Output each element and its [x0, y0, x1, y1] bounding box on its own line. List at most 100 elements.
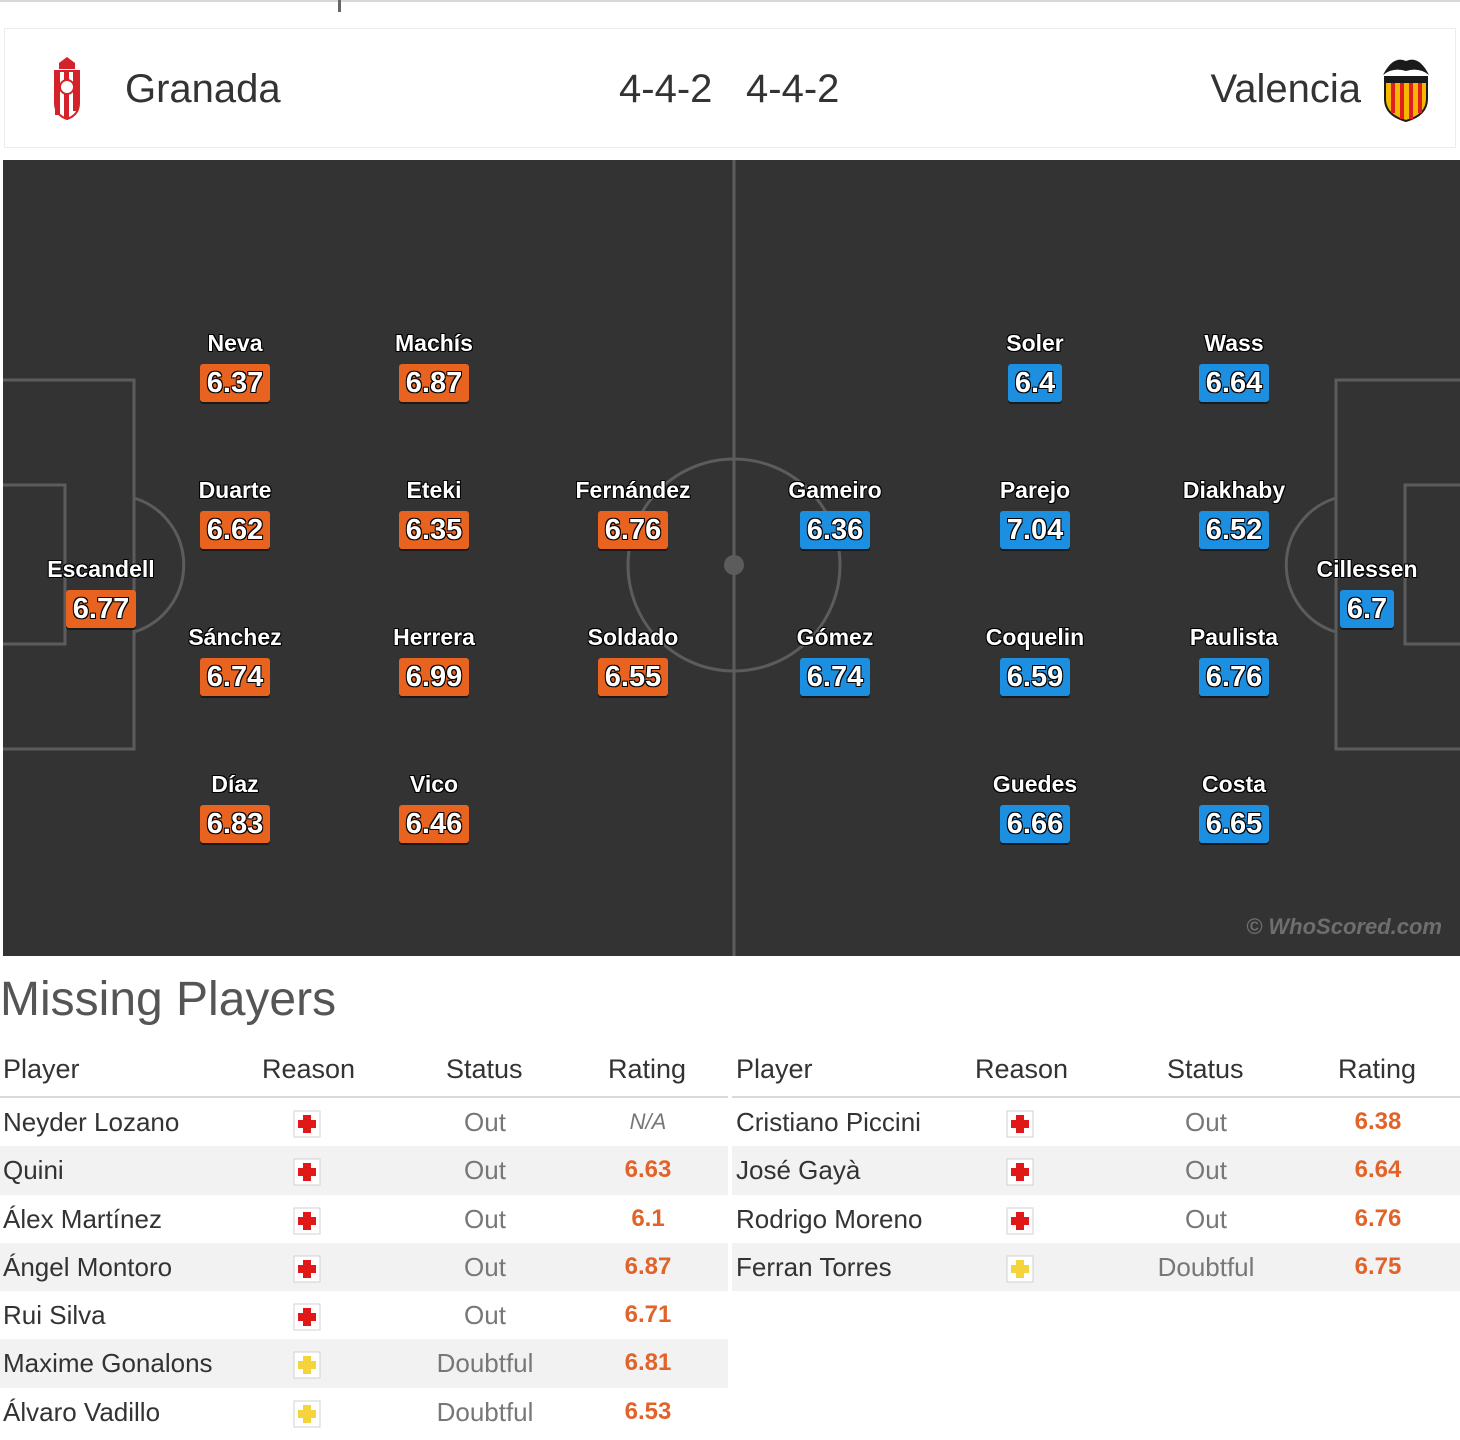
table-row[interactable]: Neyder Lozano Out N/A — [0, 1098, 728, 1146]
valencia-crest-icon — [1383, 59, 1429, 123]
away-player[interactable]: Diakhaby 6.52 — [1144, 477, 1324, 549]
player-name[interactable]: Vico — [409, 771, 459, 797]
player-name[interactable]: Machís — [395, 330, 473, 356]
home-player[interactable]: Neva 6.37 — [145, 330, 325, 402]
table-row[interactable]: Álex Martínez Out 6.1 — [0, 1195, 728, 1243]
column-rating[interactable]: Rating — [608, 1054, 687, 1084]
missing-player-name[interactable]: Quini — [3, 1155, 64, 1186]
granada-crest-icon — [54, 57, 80, 121]
missing-player-name[interactable]: Álvaro Vadillo — [3, 1396, 161, 1427]
table-row[interactable]: Ángel Montoro Out 6.87 — [0, 1242, 728, 1292]
player-name[interactable]: Paulista — [1189, 624, 1279, 650]
column-player[interactable]: Player — [736, 1054, 813, 1084]
home-player[interactable]: Herrera 6.99 — [344, 624, 524, 696]
away-player[interactable]: Gómez 6.74 — [745, 624, 925, 696]
away-player[interactable]: Wass 6.64 — [1144, 330, 1324, 402]
table-row[interactable]: Quini Out 6.63 — [0, 1146, 728, 1195]
doubtful-icon — [293, 1351, 321, 1379]
player-rating-badge: 6.64 — [1198, 364, 1270, 402]
home-player[interactable]: Duarte 6.62 — [145, 477, 325, 549]
table-row[interactable]: Rodrigo Moreno Out 6.76 — [732, 1195, 1460, 1243]
away-player[interactable]: Cillessen 6.7 — [1277, 556, 1457, 628]
missing-status: Out — [464, 1155, 506, 1186]
missing-player-name[interactable]: Neyder Lozano — [3, 1107, 180, 1137]
table-header: Player Reason Status Rating — [0, 1048, 728, 1098]
column-reason[interactable]: Reason — [975, 1054, 1069, 1084]
player-name[interactable]: Diakhaby — [1182, 477, 1286, 503]
missing-rating: 6.76 — [1354, 1204, 1402, 1232]
missing-player-name[interactable]: Rodrigo Moreno — [736, 1203, 923, 1234]
home-player[interactable]: Soldado 6.55 — [543, 624, 723, 696]
player-name[interactable]: Wass — [1204, 330, 1264, 356]
table-row[interactable]: Rui Silva Out 6.71 — [0, 1291, 728, 1339]
player-name[interactable]: Escandell — [47, 556, 155, 582]
away-player[interactable]: Gameiro 6.36 — [745, 477, 925, 549]
missing-player-name[interactable]: Ferran Torres — [736, 1251, 892, 1282]
player-name[interactable]: Herrera — [393, 624, 475, 650]
missing-status: Out — [464, 1107, 506, 1137]
home-player[interactable]: Sánchez 6.74 — [145, 624, 325, 696]
player-rating-badge: 6.77 — [65, 590, 137, 628]
player-name[interactable]: Soler — [1006, 330, 1064, 356]
player-rating-badge: 6.83 — [199, 805, 271, 843]
home-player[interactable]: Díaz 6.83 — [145, 771, 325, 843]
away-player[interactable]: Parejo 7.04 — [945, 477, 1125, 549]
player-name[interactable]: Neva — [207, 330, 263, 356]
player-name[interactable]: Costa — [1202, 771, 1266, 797]
missing-player-name[interactable]: Álex Martínez — [3, 1203, 162, 1234]
player-name[interactable]: Eteki — [406, 477, 462, 503]
away-player[interactable]: Soler 6.4 — [945, 330, 1125, 402]
away-missing-table: Player Reason Status Rating Cristiano Pi… — [732, 1048, 1460, 1292]
column-reason[interactable]: Reason — [262, 1054, 356, 1084]
player-name[interactable]: Gómez — [796, 624, 874, 650]
away-player[interactable]: Coquelin 6.59 — [945, 624, 1125, 696]
missing-player-name[interactable]: Maxime Gonalons — [3, 1348, 213, 1379]
column-player[interactable]: Player — [3, 1054, 80, 1084]
missing-rating: 6.38 — [1354, 1108, 1402, 1135]
away-player[interactable]: Guedes 6.66 — [945, 771, 1125, 843]
injury-icon — [1006, 1207, 1034, 1235]
player-name[interactable]: Gameiro — [788, 477, 882, 503]
injury-icon — [293, 1255, 321, 1283]
home-player[interactable]: Machís 6.87 — [344, 330, 524, 402]
player-name[interactable]: Fernández — [575, 477, 691, 503]
home-team-name[interactable]: Granada — [125, 67, 281, 111]
match-header: Granada 4-4-2 4-4-2 Valencia — [4, 28, 1456, 148]
home-player[interactable]: Vico 6.46 — [344, 771, 524, 843]
missing-player-name[interactable]: Rui Silva — [3, 1300, 106, 1331]
away-team-name[interactable]: Valencia — [1210, 67, 1361, 111]
player-rating-badge: 6.7 — [1339, 590, 1395, 628]
home-player[interactable]: Escandell 6.77 — [11, 556, 191, 628]
table-row[interactable]: José Gayà Out 6.64 — [732, 1146, 1460, 1195]
table-row[interactable]: Maxime Gonalons Doubtful 6.81 — [0, 1339, 728, 1388]
away-player[interactable]: Costa 6.65 — [1144, 771, 1324, 843]
table-row[interactable]: Álvaro Vadillo Doubtful 6.53 — [0, 1388, 728, 1436]
home-player[interactable]: Fernández 6.76 — [543, 477, 723, 549]
player-name[interactable]: Duarte — [198, 477, 272, 503]
missing-player-name[interactable]: Cristiano Piccini — [736, 1107, 921, 1137]
player-name[interactable]: Soldado — [587, 624, 679, 650]
player-name[interactable]: Coquelin — [985, 624, 1085, 650]
player-name[interactable]: Guedes — [992, 771, 1078, 797]
player-rating-badge: 6.55 — [597, 658, 669, 696]
player-name[interactable]: Sánchez — [188, 624, 282, 650]
column-status[interactable]: Status — [1167, 1054, 1244, 1084]
table-row[interactable]: Ferran Torres Doubtful 6.75 — [732, 1242, 1460, 1292]
injury-icon — [293, 1110, 321, 1138]
table-row[interactable]: Cristiano Piccini Out 6.38 — [732, 1098, 1460, 1146]
player-rating-badge: 6.65 — [1198, 805, 1270, 843]
column-status[interactable]: Status — [446, 1054, 523, 1084]
missing-status: Doubtful — [436, 1396, 534, 1427]
player-name[interactable]: Parejo — [999, 477, 1071, 503]
player-name[interactable]: Díaz — [211, 771, 259, 797]
home-player[interactable]: Eteki 6.35 — [344, 477, 524, 549]
player-name[interactable]: Cillessen — [1316, 556, 1418, 582]
missing-status: Out — [464, 1300, 506, 1331]
column-rating[interactable]: Rating — [1338, 1054, 1417, 1084]
missing-players-title: Missing Players — [0, 973, 337, 1026]
missing-player-name[interactable]: José Gayà — [736, 1155, 861, 1186]
doubtful-icon — [293, 1400, 321, 1428]
away-player[interactable]: Paulista 6.76 — [1144, 624, 1324, 696]
missing-player-name[interactable]: Ángel Montoro — [3, 1251, 173, 1282]
player-rating-badge: 6.76 — [1198, 658, 1270, 696]
